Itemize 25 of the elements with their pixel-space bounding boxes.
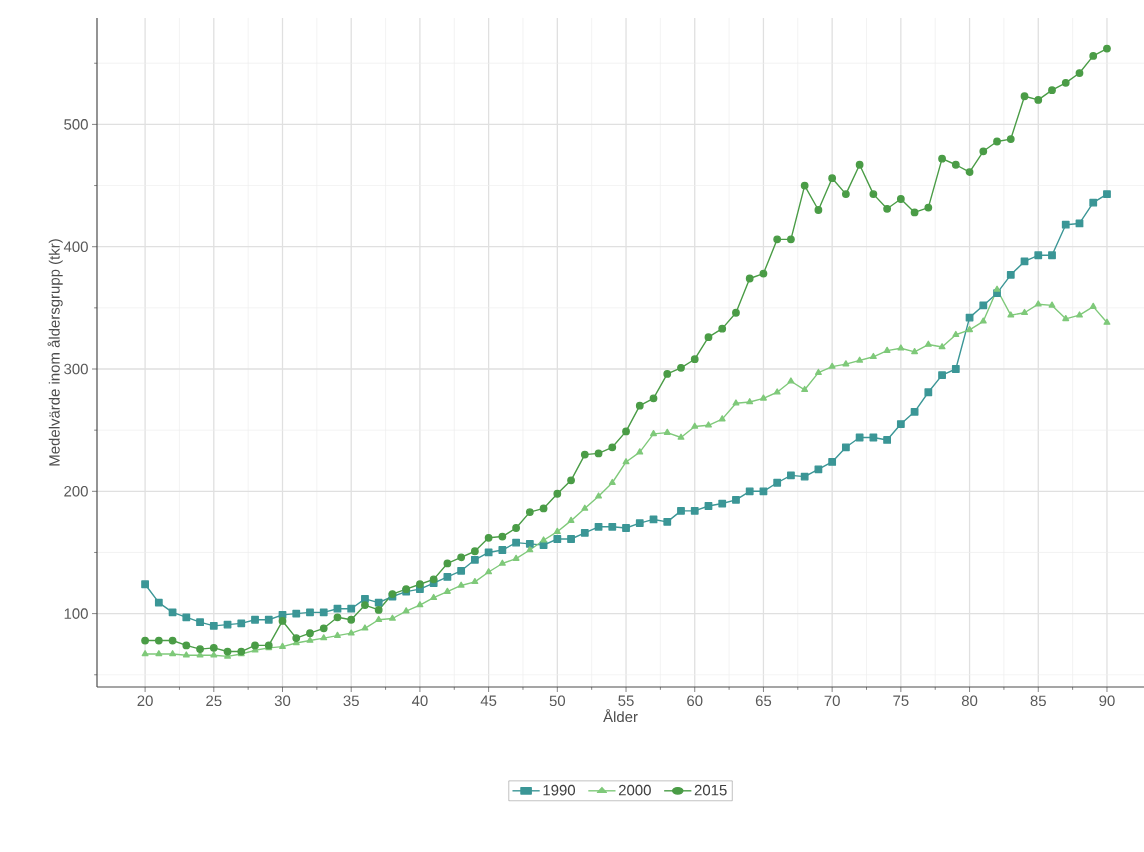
- x-tick-label: 60: [687, 695, 703, 707]
- y-tick-label: 500: [64, 119, 88, 130]
- x-tick-label: 55: [618, 695, 634, 706]
- x-tick-label: 80: [961, 695, 978, 707]
- legend-label: 2015: [694, 784, 727, 796]
- x-tick-label: 20: [137, 695, 153, 707]
- y-axis-title: Medelvärde inom åldersgrupp (tkr): [47, 239, 63, 466]
- legend-label: 2000: [618, 784, 651, 796]
- y-tick-label: 100: [64, 608, 88, 619]
- x-tick-label: 75: [893, 695, 909, 706]
- x-tick-label: 30: [274, 695, 291, 707]
- y-tick-label: 300: [64, 363, 88, 375]
- x-tick-label: 85: [1030, 695, 1046, 707]
- x-tick-label: 50: [549, 695, 566, 707]
- x-tick-label: 35: [343, 695, 359, 707]
- x-tick-label: 70: [824, 695, 840, 707]
- legend-label: 1990: [543, 784, 576, 796]
- x-tick-label: 65: [755, 695, 772, 707]
- y-tick-label: 200: [64, 486, 88, 497]
- x-axis-title: Ålder: [603, 708, 638, 723]
- x-tick-label: 90: [1099, 695, 1115, 707]
- y-tick-label: 400: [63, 241, 88, 252]
- x-tick-label: 40: [411, 695, 428, 707]
- x-tick-label: 45: [480, 695, 497, 706]
- x-tick-label: 25: [206, 695, 222, 707]
